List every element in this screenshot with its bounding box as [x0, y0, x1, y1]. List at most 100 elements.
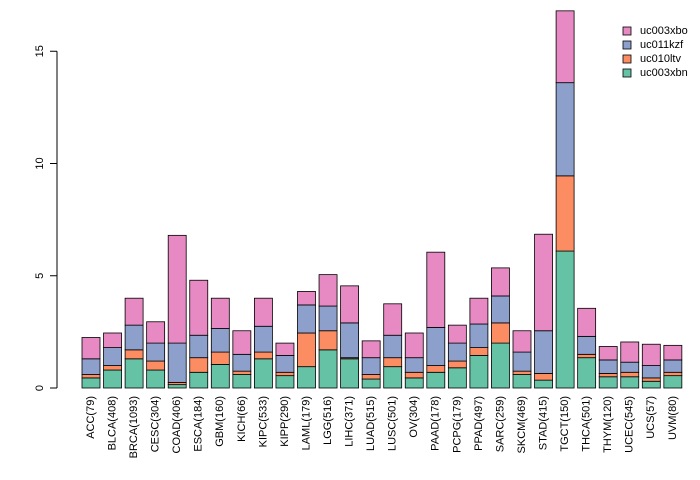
bar-segment-uc010ltv	[598, 373, 618, 378]
bar-segment-uc010ltv	[404, 371, 424, 379]
bar-segment-uc010ltv	[577, 353, 597, 359]
bar-segment-uc003xbn	[318, 349, 338, 389]
x-tick-label: OV(304)	[408, 396, 420, 438]
legend-swatch-uc011kzf	[622, 40, 632, 50]
bar-segment-uc011kzf	[297, 304, 316, 334]
bar-segment-uc011kzf	[189, 334, 209, 359]
bar-segment-uc003xbo	[555, 10, 575, 84]
bar-segment-uc011kzf	[318, 305, 338, 332]
bars-group	[81, 10, 683, 389]
x-tick-label: LUAD(515)	[365, 396, 377, 451]
bar-segment-uc003xbn	[620, 376, 640, 389]
bar-segment-uc003xbo	[512, 330, 532, 353]
bar-segment-uc011kzf	[469, 323, 489, 348]
bar-segment-uc011kzf	[598, 359, 618, 374]
bar-segment-uc003xbn	[297, 366, 316, 389]
bar-segment-uc010ltv	[253, 351, 273, 360]
x-tick-label: LGG(516)	[322, 396, 334, 445]
bar-segment-uc010ltv	[663, 371, 683, 377]
bar-segment-uc011kzf	[663, 359, 683, 373]
bar-segment-uc010ltv	[146, 360, 166, 371]
bar-segment-uc010ltv	[318, 330, 338, 351]
x-tick-label: BLCA(408)	[106, 396, 118, 450]
bar-segment-uc011kzf	[512, 351, 532, 372]
bar-segment-uc003xbo	[81, 337, 101, 360]
bar-segment-uc003xbo	[253, 297, 273, 327]
legend-label-uc003xbn: uc003xbn	[640, 67, 688, 79]
bar-segment-uc010ltv	[620, 371, 640, 378]
bar-segment-uc011kzf	[491, 295, 510, 324]
bar-segment-uc003xbo	[232, 330, 252, 355]
x-tick-label: SKCM(469)	[516, 396, 528, 453]
bar-segment-uc011kzf	[447, 342, 467, 362]
bar-segment-uc003xbo	[318, 274, 338, 307]
bar-segment-uc011kzf	[232, 353, 252, 372]
bar-segment-uc003xbn	[598, 376, 618, 389]
x-tick-label: COAD(406)	[171, 396, 183, 453]
bar-segment-uc010ltv	[103, 365, 122, 371]
bar-segment-uc003xbo	[383, 303, 403, 336]
bar-segment-uc011kzf	[124, 324, 144, 351]
bar-segment-uc003xbo	[663, 344, 683, 361]
bar-segment-uc003xbn	[663, 375, 683, 389]
bar-segment-uc003xbn	[253, 358, 273, 389]
bar-segment-uc003xbn	[232, 374, 252, 389]
bar-segment-uc011kzf	[620, 361, 640, 373]
bar-segment-uc011kzf	[210, 328, 230, 353]
bar-segment-uc011kzf	[81, 358, 101, 375]
x-tick-label: PCPG(179)	[451, 396, 463, 453]
bar-segment-uc003xbo	[534, 233, 553, 332]
bar-segment-uc011kzf	[146, 342, 166, 362]
x-tick-label: PAAD(178)	[430, 396, 442, 451]
bar-segment-uc003xbo	[641, 343, 661, 366]
bar-segment-uc010ltv	[447, 360, 467, 369]
bar-segment-uc010ltv	[469, 347, 489, 356]
y-axis: 0 5 10 15	[34, 45, 58, 391]
bar-segment-uc010ltv	[555, 175, 575, 252]
bar-segment-uc003xbn	[534, 379, 553, 389]
bar-segment-uc011kzf	[275, 355, 295, 373]
legend: uc003xbo uc011kzf uc010ltv uc003xbn	[622, 25, 688, 79]
y-tick-label: 0	[34, 385, 46, 391]
legend-label-uc010ltv: uc010ltv	[640, 53, 681, 65]
bar-segment-uc011kzf	[555, 82, 575, 177]
bar-segment-uc003xbo	[426, 251, 446, 328]
x-tick-label: KICH(66)	[236, 396, 248, 442]
bar-segment-uc011kzf	[103, 347, 122, 366]
x-tick-label: UCEC(545)	[624, 396, 636, 453]
bar-segment-uc003xbn	[167, 384, 187, 389]
bar-segment-uc010ltv	[383, 357, 403, 368]
bar-segment-uc003xbo	[340, 285, 360, 324]
bar-segment-uc011kzf	[534, 330, 553, 374]
bar-segment-uc011kzf	[577, 335, 597, 355]
bar-segment-uc003xbn	[103, 369, 122, 389]
x-tick-label: THYM(120)	[602, 396, 614, 453]
x-tick-label: BRCA(1093)	[128, 396, 140, 458]
bar-segment-uc003xbo	[469, 297, 489, 325]
bar-segment-uc011kzf	[253, 325, 273, 353]
bar-segment-uc003xbn	[340, 358, 360, 389]
bar-segment-uc003xbo	[124, 297, 144, 326]
bar-segment-uc010ltv	[124, 349, 144, 360]
bar-segment-uc010ltv	[491, 322, 510, 344]
x-tick-label: LAML(179)	[300, 396, 312, 450]
bar-segment-uc010ltv	[534, 373, 553, 381]
bar-segment-uc010ltv	[275, 371, 295, 377]
x-tick-label: ACC(79)	[85, 396, 97, 439]
bar-segment-uc011kzf	[361, 357, 381, 375]
bar-segment-uc003xbo	[598, 346, 618, 361]
x-tick-label: UVM(80)	[667, 396, 679, 440]
bar-segment-uc003xbn	[512, 374, 532, 389]
bar-segment-uc003xbn	[189, 371, 209, 389]
bar-segment-uc003xbo	[404, 332, 424, 359]
bar-segment-uc010ltv	[81, 374, 101, 379]
bar-segment-uc003xbo	[167, 234, 187, 344]
bar-segment-uc003xbn	[124, 358, 144, 389]
x-tick-label: THCA(501)	[581, 396, 593, 452]
x-tick-label: LIHC(371)	[344, 396, 356, 447]
bar-segment-uc010ltv	[361, 374, 381, 380]
x-tick-label: KIPP(290)	[279, 396, 291, 447]
x-tick-label: CESC(304)	[150, 396, 162, 452]
x-axis-labels: ACC(79) BLCA(408) BRCA(1093) CESC(304) COAD(…	[85, 396, 679, 458]
